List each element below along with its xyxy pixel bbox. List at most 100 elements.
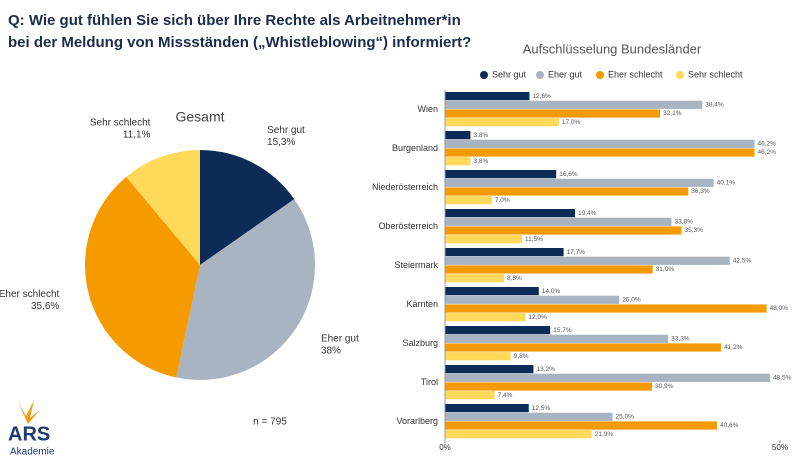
value-label: 11,5% — [525, 236, 543, 243]
bar — [445, 170, 557, 179]
value-label: 38,4% — [705, 102, 724, 109]
chart-title: Gesamt — [175, 109, 224, 125]
bar — [445, 352, 511, 361]
bar — [445, 391, 495, 400]
category-label: Oberösterreich — [378, 221, 438, 231]
bar — [445, 274, 504, 283]
slice-value: 38% — [321, 346, 341, 357]
value-label: 17,7% — [567, 249, 586, 256]
x-tick-label: 50% — [772, 443, 788, 452]
bar — [445, 343, 722, 352]
value-label: 41,2% — [724, 344, 743, 351]
value-label: 36,3% — [691, 188, 710, 195]
legend-marker — [676, 71, 684, 79]
bar — [445, 256, 730, 265]
bar — [445, 404, 529, 413]
value-label: 7,0% — [495, 197, 510, 204]
value-label: 33,3% — [671, 336, 690, 343]
bar — [445, 92, 530, 101]
value-label: 26,0% — [622, 297, 641, 304]
bar — [445, 209, 575, 218]
legend-marker — [596, 71, 604, 79]
value-label: 25,0% — [616, 414, 635, 421]
slice-value: 11,1% — [123, 129, 151, 140]
logo-name: ARS — [8, 423, 50, 445]
bar — [445, 148, 755, 157]
bar — [445, 109, 661, 118]
category-label: Tirol — [421, 377, 438, 387]
pie-slice — [126, 150, 200, 265]
bar — [445, 178, 714, 187]
bar — [445, 313, 526, 322]
value-label: 15,7% — [553, 327, 572, 334]
chart-title: Aufschlüsselung Bundesländer — [523, 41, 702, 56]
value-label: 7,4% — [498, 392, 513, 399]
category-label: Kärnten — [406, 299, 438, 309]
bar — [445, 412, 613, 421]
value-label: 40,1% — [717, 180, 736, 187]
value-label: 42,5% — [733, 258, 752, 265]
bar — [445, 118, 559, 127]
bar — [445, 304, 767, 313]
legend-label: Eher schlecht — [608, 69, 663, 79]
sample-size: n = 795 — [253, 417, 287, 428]
logo-icon — [18, 400, 40, 424]
bar — [445, 226, 682, 235]
value-label: 19,4% — [578, 210, 597, 217]
bar — [445, 265, 653, 274]
value-label: 8,8% — [507, 275, 522, 282]
value-label: 17,0% — [562, 119, 581, 126]
value-label: 46,2% — [758, 141, 777, 148]
bar — [445, 365, 534, 374]
logo: ARS Akademie — [8, 400, 55, 458]
category-label: Burgenland — [392, 143, 438, 153]
slice-value: 35,6% — [31, 301, 59, 312]
x-tick-label: 0% — [439, 443, 451, 452]
value-label: 16,6% — [559, 171, 578, 178]
logo-subtitle: Akademie — [10, 447, 55, 458]
category-label: Salzburg — [402, 338, 438, 348]
value-label: 12,5% — [532, 405, 551, 412]
bar — [445, 287, 539, 296]
value-label: 46,2% — [758, 149, 777, 156]
bar — [445, 326, 551, 335]
bar — [445, 421, 718, 430]
value-label: 30,9% — [655, 383, 674, 390]
question-title: Q: Wie gut fühlen Sie sich über Ihre Rec… — [8, 12, 472, 51]
bar — [445, 248, 564, 257]
value-label: 13,2% — [536, 366, 555, 373]
bar — [445, 373, 770, 382]
value-label: 21,9% — [595, 431, 614, 438]
bar — [445, 100, 703, 109]
pie-slice — [200, 150, 295, 265]
bar — [445, 382, 653, 391]
value-label: 48,5% — [773, 375, 792, 382]
bar — [445, 131, 471, 140]
slice-value: 15,3% — [267, 137, 295, 148]
legend-label: Sehr gut — [492, 69, 527, 79]
bar — [445, 196, 492, 205]
value-label: 33,8% — [674, 219, 693, 226]
legend-label: Sehr schlecht — [688, 69, 743, 79]
bar — [445, 295, 620, 304]
value-label: 12,6% — [532, 93, 551, 100]
value-label: 31,0% — [656, 266, 675, 273]
bar — [445, 430, 592, 439]
value-label: 35,3% — [685, 227, 704, 234]
legend-marker — [536, 71, 544, 79]
pie-slice — [85, 176, 200, 378]
value-label: 3,8% — [473, 158, 488, 165]
slice-label: Sehr gut — [267, 125, 305, 136]
legend-marker — [480, 71, 488, 79]
slice-label: Eher schlecht — [0, 289, 60, 300]
slice-label: Sehr schlecht — [90, 117, 151, 128]
bar — [445, 157, 471, 166]
bar — [445, 235, 523, 244]
bar — [445, 139, 755, 148]
slice-label: Eher gut — [321, 334, 359, 345]
bar — [445, 334, 669, 343]
value-label: 14,0% — [542, 288, 561, 295]
category-label: Steiermark — [394, 260, 438, 270]
